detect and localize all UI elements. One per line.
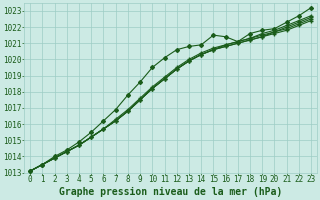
X-axis label: Graphe pression niveau de la mer (hPa): Graphe pression niveau de la mer (hPa) xyxy=(59,187,282,197)
